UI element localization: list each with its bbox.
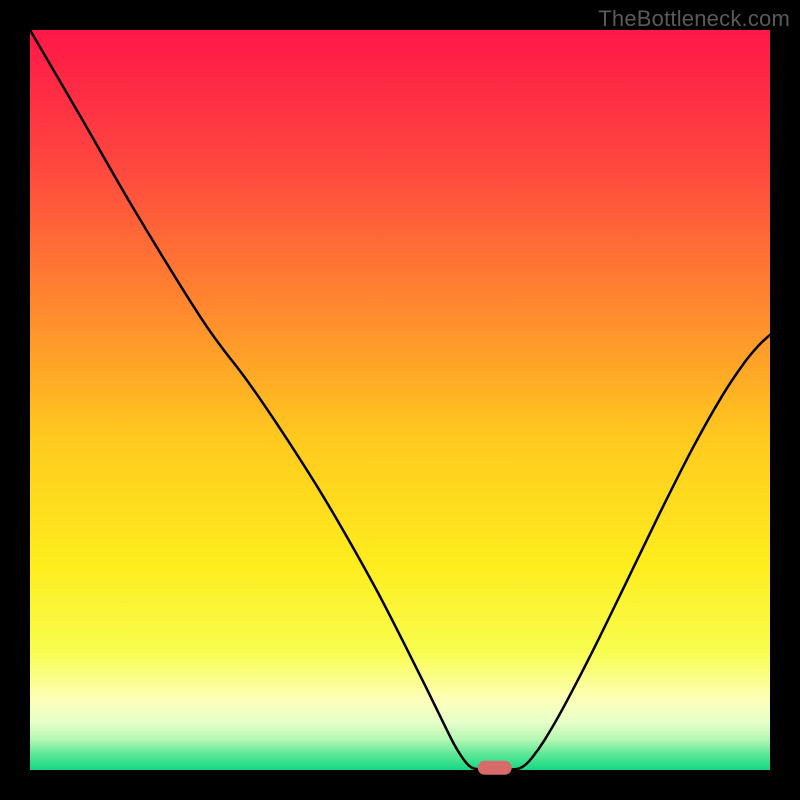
optimal-point-marker: [478, 761, 512, 775]
bottleneck-curve-chart: [0, 0, 800, 800]
chart-container: TheBottleneck.com: [0, 0, 800, 800]
watermark-text: TheBottleneck.com: [598, 6, 790, 32]
gradient-plot-area: [30, 30, 770, 770]
